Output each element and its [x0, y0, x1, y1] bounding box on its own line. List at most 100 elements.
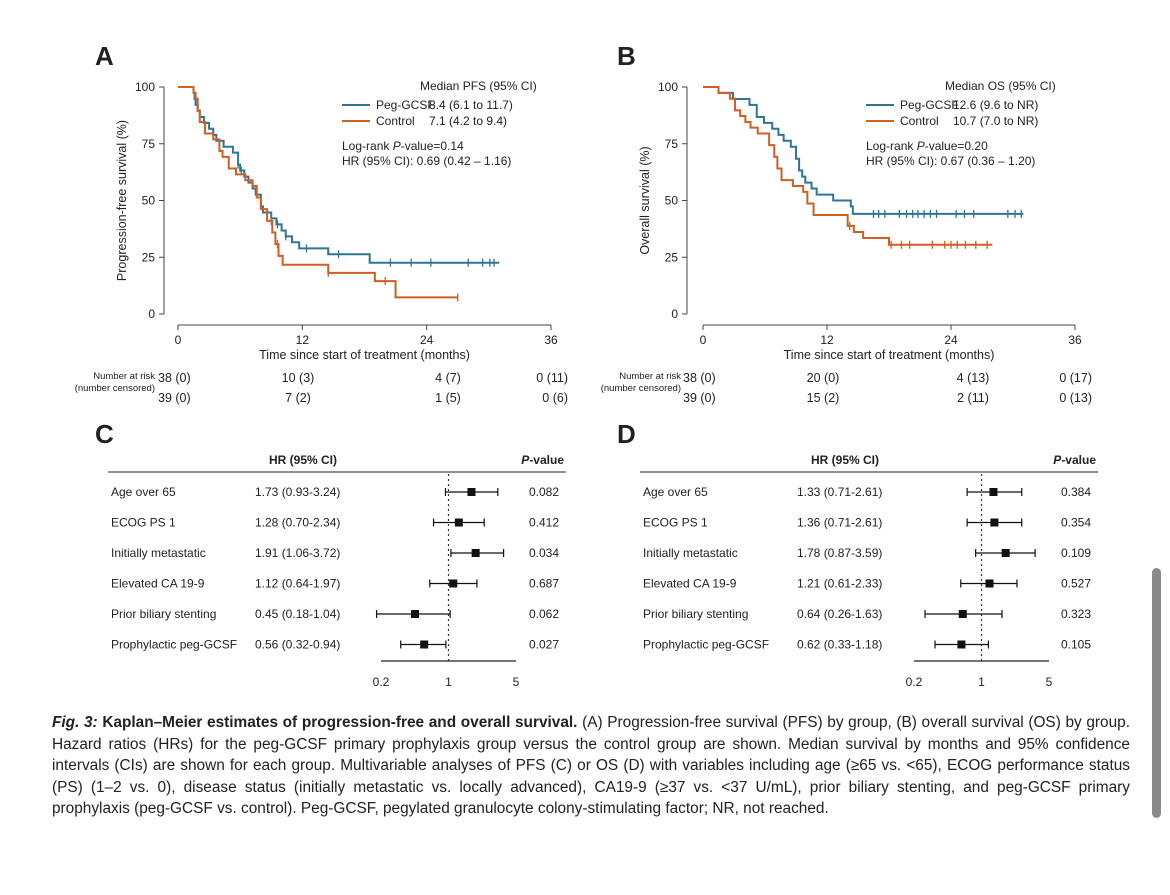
panel-b-legend-name: Control	[900, 114, 939, 128]
panel-a-logrank-text: Log-rank P-value=0.14	[342, 139, 464, 153]
panel-b-logrank-text: Log-rank P-value=0.20	[866, 139, 988, 153]
panel-c-hr-point	[467, 488, 476, 496]
panel-d-row-label: Prior biliary stenting	[643, 607, 748, 621]
panel-c-p-header-rest: -value	[529, 453, 564, 467]
panel-b-x-axis-label: Time since start of treatment (months)	[784, 348, 995, 362]
panel-a-x-tick-label: 0	[175, 333, 182, 347]
panel-a-y-tick-label: 50	[142, 194, 156, 208]
panel-b-logrank-value: -value=0.20	[925, 139, 988, 153]
panel-a-logrank-prefix: Log-rank	[342, 139, 393, 153]
panel-c-x-tick-label: 1	[445, 675, 452, 689]
panel-d-hr-point	[1001, 549, 1010, 557]
panel-d-hr-header: HR (95% CI)	[811, 453, 879, 467]
panel-a-y-tick-label: 100	[135, 80, 155, 94]
panel-a-risk-cell: 7 (2)	[285, 391, 311, 405]
panel-a-curve-control	[178, 86, 458, 299]
panel-a-risk-cell: 0 (11)	[536, 371, 568, 385]
caption-title: Kaplan–Meier estimates of progression-fr…	[102, 714, 578, 731]
panel-d-row-p: 0.384	[1061, 485, 1091, 499]
panel-c-row-p: 0.687	[529, 577, 559, 591]
panel-a-logrank-value: -value=0.14	[401, 139, 464, 153]
panel-b-y-axis-label: Overall survival (%)	[638, 146, 652, 254]
panel-a-risk-cell: 4 (7)	[435, 371, 461, 385]
panel-d-row-label: Initially metastatic	[643, 546, 738, 560]
caption-body: (A) Progression-free survival (PFS) by g…	[52, 714, 1130, 817]
panel-a-y-tick-label: 25	[142, 250, 156, 264]
panel-a-legend-median: 7.1 (4.2 to 9.4)	[429, 114, 507, 128]
panel-b-median-title: Median OS (95% CI)	[945, 79, 1056, 93]
panel-c-row-p: 0.082	[529, 485, 559, 499]
panel-a-x-tick-label: 12	[296, 333, 310, 347]
panel-c-row-p: 0.027	[529, 638, 559, 652]
panel-b-logrank-prefix: Log-rank	[866, 139, 917, 153]
panel-c-row-hr: 1.73 (0.93-3.24)	[255, 485, 340, 499]
panel-c-hr-point	[411, 610, 420, 618]
panel-d-hr-point	[989, 488, 998, 496]
panel-b-risk-cell: 4 (13)	[957, 371, 990, 385]
panel-a-risk-cell: 10 (3)	[282, 371, 315, 385]
panel-d-row-hr: 0.62 (0.33-1.18)	[797, 638, 882, 652]
panel-a-hr-text: HR (95% CI): 0.69 (0.42 – 1.16)	[342, 154, 511, 168]
panel-d-hr-point	[990, 518, 999, 527]
panel-c-row-label: Initially metastatic	[111, 546, 206, 560]
panel-b-risk-cell: 39 (0)	[683, 391, 716, 405]
panel-c-hr-point	[454, 518, 463, 527]
panel-d-p-header-rest: -value	[1061, 453, 1096, 467]
panel-b-letter: B	[617, 41, 636, 71]
panel-a-risk-cell: 39 (0)	[158, 391, 191, 405]
panel-b-x-tick-label: 24	[944, 333, 958, 347]
page-scrollbar[interactable]	[1152, 568, 1161, 818]
panel-a-x-tick-label: 36	[544, 333, 558, 347]
panel-a-legend-median: 8.4 (6.1 to 11.7)	[429, 98, 513, 112]
panel-b-legend-name: Peg-GCSF	[900, 98, 959, 112]
panel-d-letter: D	[617, 419, 636, 449]
panel-d-row-p: 0.527	[1061, 577, 1091, 591]
panel-d-row-hr: 1.36 (0.71-2.61)	[797, 516, 882, 530]
panel-c-row-label: Prophylactic peg-GCSF	[111, 638, 237, 652]
panel-b-risk-label: Number at risk	[619, 371, 681, 382]
panel-b-y-tick-label: 75	[665, 137, 679, 151]
panel-a-y-tick-label: 75	[142, 137, 156, 151]
panel-c-row-hr: 1.28 (0.70-2.34)	[255, 516, 340, 530]
panel-d-p-header-italic: P	[1053, 453, 1062, 467]
panel-a-legend-name: Control	[376, 114, 415, 128]
panel-a-y-axis-label: Progression-free survival (%)	[115, 120, 129, 281]
panel-b-legend-median: 10.7 (7.0 to NR)	[953, 114, 1038, 128]
panel-d-hr-point	[985, 579, 994, 588]
panel-b-risk-cell: 0 (17)	[1059, 371, 1092, 385]
panel-c-row-p: 0.034	[529, 546, 559, 560]
panel-b-hr-text: HR (95% CI): 0.67 (0.36 – 1.20)	[866, 154, 1035, 168]
panel-b-y-tick-label: 0	[671, 307, 678, 321]
panel-d-hr-point	[957, 640, 966, 649]
panel-c-hr-point	[420, 640, 429, 649]
panel-d-x-tick-label: 5	[1046, 675, 1053, 689]
panel-c-hr-point	[449, 579, 458, 588]
panel-b-y-tick-label: 50	[665, 194, 679, 208]
panel-a-legend-name: Peg-GCSF	[376, 98, 435, 112]
panel-a-risk-label: Number at risk	[93, 371, 155, 382]
panel-b-risk-cell: 15 (2)	[807, 391, 840, 405]
panel-d-row-label: Prophylactic peg-GCSF	[643, 638, 769, 652]
panel-c-row-p: 0.062	[529, 607, 559, 621]
panel-d-row-p: 0.323	[1061, 607, 1091, 621]
panel-b-y-tick-label: 25	[665, 250, 679, 264]
panel-c-row-hr: 1.91 (1.06-3.72)	[255, 546, 340, 560]
panel-a-x-tick-label: 24	[420, 333, 434, 347]
panel-c-row-label: ECOG PS 1	[111, 516, 176, 530]
panel-d-row-hr: 0.64 (0.26-1.63)	[797, 607, 882, 621]
panel-c-row-p: 0.412	[529, 516, 559, 530]
panel-a-risk-cell: 0 (6)	[542, 391, 568, 405]
panel-d-row-p: 0.109	[1061, 546, 1091, 560]
panel-d-row-hr: 1.78 (0.87-3.59)	[797, 546, 882, 560]
panel-b-risk-cell: 38 (0)	[683, 371, 716, 385]
panel-b-x-tick-label: 12	[820, 333, 834, 347]
panel-c-p-header: P-value	[521, 453, 564, 467]
panel-b-x-tick-label: 0	[700, 333, 707, 347]
panel-b-curve-peg-gcsf	[703, 86, 1024, 215]
panel-b-risk-cell: 2 (11)	[957, 391, 989, 405]
panel-a-median-title: Median PFS (95% CI)	[420, 79, 537, 93]
panel-c-row-hr: 0.45 (0.18-1.04)	[255, 607, 340, 621]
panel-d-row-label: ECOG PS 1	[643, 516, 708, 530]
panel-d-hr-point	[958, 610, 967, 618]
panel-d-row-label: Elevated CA 19-9	[643, 577, 737, 591]
